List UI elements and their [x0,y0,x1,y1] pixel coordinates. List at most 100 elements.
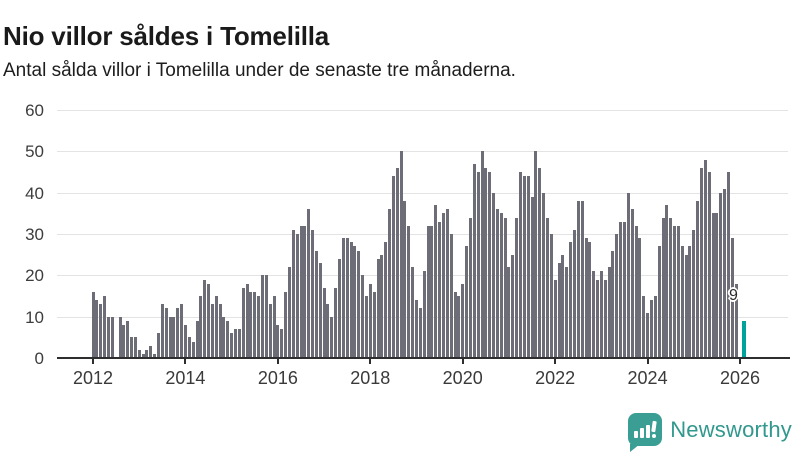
bar [222,316,226,358]
bar [503,217,507,358]
last-value-label: 9 [729,287,738,304]
chart-subtitle: Antal sålda villor i Tomelilla under de … [3,60,516,81]
x-tick-mark [92,358,94,364]
x-tick-label: 2018 [350,368,391,388]
bar [195,320,199,358]
bar [442,213,445,358]
bar [349,242,353,358]
x-tick-label: 2022 [535,368,576,388]
y-tick-label: 40 [25,183,44,203]
bar [719,192,723,358]
y-tick-label: 30 [25,225,44,244]
bar [264,275,268,358]
x-tick-label: 2014 [165,368,206,388]
bar [307,209,311,358]
x-tick-label: 2016 [257,368,298,388]
x-tick-mark [554,358,557,364]
gridline [57,234,788,235]
bar [542,192,546,358]
bar [318,262,322,358]
bar [688,246,692,358]
bar [553,279,557,358]
bar [384,242,388,358]
bar [623,221,626,358]
y-tick-label: 60 [25,101,44,120]
bar [245,283,249,358]
newsworthy-logo[interactable]: Newsworthy [628,413,792,452]
bar [696,200,700,358]
gridline [57,316,788,318]
bar [430,225,434,358]
bar [730,238,734,358]
bar [638,238,642,358]
bar [249,291,253,358]
bar [657,246,661,358]
bar [153,353,157,358]
bar [596,279,599,358]
bar [561,254,565,358]
bar [172,316,176,358]
bar [438,221,442,358]
bar [341,238,345,358]
bar [361,275,365,358]
gridline [57,151,788,153]
bar [519,172,522,358]
bar [676,225,680,358]
bar [615,234,619,358]
bar [311,229,314,358]
bar [711,213,715,358]
bar [187,337,191,358]
x-tick-mark [646,358,649,364]
bar [284,291,288,358]
bar [176,308,180,358]
bar [314,250,318,358]
bar [649,300,653,358]
bar [407,225,411,358]
bar [241,287,245,358]
bar [130,337,133,358]
bar [141,353,145,358]
x-tick-mark [276,358,279,364]
bar [572,229,576,358]
y-tick-label: 10 [25,307,44,327]
bar [199,296,203,358]
bar [207,283,210,358]
bar [634,225,638,358]
bar [461,283,465,358]
bar [680,246,684,358]
bar [295,234,299,358]
bar [345,238,349,358]
bar [453,291,457,358]
bar [253,291,257,358]
bar [723,188,727,358]
y-tick-label: 0 [34,349,44,368]
bar [95,300,99,358]
bar [234,329,237,358]
bar [630,209,634,358]
chart-title: Nio villor såldes i Tomelilla [3,21,330,52]
bar [276,324,280,358]
bar [226,320,230,358]
bar [468,217,472,358]
bar [703,159,707,358]
bar [522,176,526,358]
bar [545,217,549,358]
bar [118,316,122,358]
bar [715,213,719,358]
gridline [57,110,788,111]
bar [465,246,469,358]
bar [707,172,711,358]
bar [368,283,372,358]
bar [484,167,488,358]
bar [299,225,303,358]
bar [210,304,214,358]
bar [515,217,519,358]
bar [257,296,261,358]
bar [122,324,126,358]
bar [576,200,580,358]
bar [569,242,572,358]
bar [665,205,669,358]
bar [126,320,130,358]
bar [214,296,218,358]
bar [530,196,534,358]
